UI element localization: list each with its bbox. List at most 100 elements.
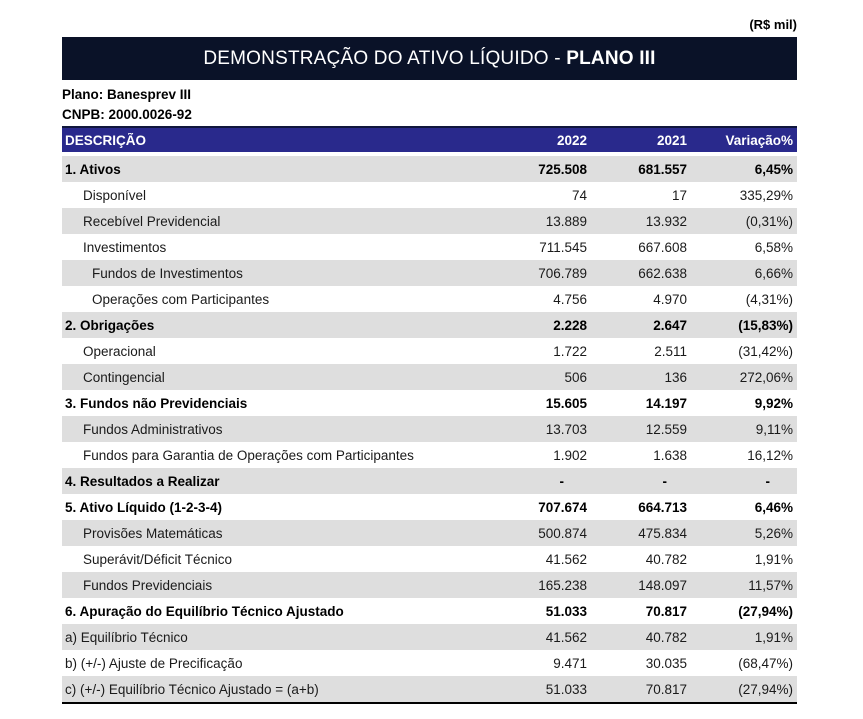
row-label: Provisões Matemáticas: [83, 525, 223, 541]
row-label: Fundos Previdenciais: [83, 577, 213, 593]
row-label: 1. Ativos: [65, 161, 121, 177]
cell-2022: 506: [564, 369, 587, 385]
table-row: 1. Ativos 725.508 681.557 6,45%: [62, 156, 797, 182]
row-label: 3. Fundos não Previdenciais: [65, 395, 248, 411]
cell-2021: 30.035: [645, 655, 687, 671]
table-row: Fundos para Garantia de Operações com Pa…: [62, 442, 797, 468]
cell-variation: (27,94%): [738, 681, 793, 697]
row-label: 5. Ativo Líquido (1-2-3-4): [65, 499, 223, 515]
table-row: b) (+/-) Ajuste de Precificação 9.471 30.0…: [62, 650, 797, 676]
cell-variation: 272,06%: [739, 369, 793, 385]
cell-2021: 13.932: [645, 213, 687, 229]
row-label: Fundos para Garantia de Operações com Pa…: [83, 447, 414, 463]
currency-unit-label: (R$ mil): [749, 17, 797, 32]
cell-2022: 500.874: [538, 525, 587, 541]
cell-2021: 17: [671, 187, 687, 203]
cell-variation: 6,45%: [754, 161, 793, 177]
cell-variation: 6,46%: [754, 499, 793, 515]
cell-variation: 1,91%: [754, 551, 793, 567]
row-label: Fundos de Investimentos: [92, 265, 243, 281]
row-label: Operacional: [83, 343, 156, 359]
cell-2021: 70.817: [645, 681, 687, 697]
cell-2022: 1.902: [553, 447, 587, 463]
table-row: Disponível 74 17 335,29%: [62, 182, 797, 208]
cell-2022: 165.238: [538, 577, 587, 593]
column-header-description: DESCRIÇÃO: [65, 132, 147, 148]
table-row: Provisões Matemáticas 500.874 475.834 5,26%: [62, 520, 797, 546]
cell-2021: 40.782: [645, 551, 687, 567]
report-title-prefix: DEMONSTRAÇÃO DO ATIVO LÍQUIDO -: [203, 47, 567, 69]
table-row: Contingencial 506 136 272,06%: [62, 364, 797, 390]
cell-variation: (0,31%): [745, 213, 793, 229]
row-label: Recebível Previdencial: [83, 213, 221, 229]
row-label: Operações com Participantes: [92, 291, 270, 307]
cell-2022: 706.789: [538, 265, 587, 281]
cell-2021: 662.638: [638, 265, 687, 281]
table-row: Fundos Administrativos 13.703 12.559 9,11%: [62, 416, 797, 442]
row-label: b) (+/-) Ajuste de Precificação: [65, 655, 243, 671]
table-row: Investimentos 711.545 667.608 6,58%: [62, 234, 797, 260]
cell-2021: 70.817: [645, 603, 687, 619]
cell-2021: 12.559: [645, 421, 687, 437]
table-column-header: DESCRIÇÃO 2022 2021 Variação%: [62, 126, 797, 152]
table-row: 3. Fundos não Previdenciais 15.605 14.197 9…: [62, 390, 797, 416]
table-row: 6. Apuração do Equilíbrio Técnico Ajusta…: [62, 598, 797, 624]
cell-2021: 1.638: [653, 447, 687, 463]
cell-2021: 664.713: [638, 499, 687, 515]
cell-2022: 41.562: [545, 551, 587, 567]
cell-variation: (31,42%): [738, 343, 793, 359]
row-label: Disponível: [83, 187, 147, 203]
cell-variation: 1,91%: [754, 629, 793, 645]
cell-2022: 2.228: [553, 317, 587, 333]
table-row: c) (+/-) Equilíbrio Técnico Ajustado = (…: [62, 676, 797, 704]
cell-2021: 14.197: [645, 395, 687, 411]
table-row: Superávit/Déficit Técnico 41.562 40.782 1,9…: [62, 546, 797, 572]
cell-variation: (27,94%): [738, 603, 793, 619]
cell-variation: 16,12%: [747, 447, 793, 463]
cell-2022: 711.545: [539, 239, 587, 255]
cell-2022: 1.722: [553, 343, 587, 359]
cell-2022: 9.471: [553, 655, 587, 671]
cell-2021: 667.608: [638, 239, 687, 255]
table-row: 5. Ativo Líquido (1-2-3-4) 707.674 664.713…: [62, 494, 797, 520]
cell-2022: 74: [571, 187, 587, 203]
report-title-plan: PLANO III: [566, 47, 656, 69]
cell-2022: 51.033: [545, 603, 587, 619]
table-row: 4. Resultados a Realizar - - -: [62, 468, 797, 494]
cell-2022: -: [559, 473, 565, 489]
cell-variation: 9,92%: [754, 395, 793, 411]
plan-info-block: Plano: Banesprev III CNPB: 2000.0026-92: [62, 85, 797, 125]
column-header-2021: 2021: [656, 132, 687, 148]
cell-2022: 51.033: [545, 681, 587, 697]
cell-2021: 475.834: [638, 525, 687, 541]
cell-variation: 6,66%: [754, 265, 793, 281]
cell-2022: 13.703: [545, 421, 587, 437]
cell-variation: 335,29%: [739, 187, 793, 203]
table-row: Fundos Previdenciais 165.238 148.097 11,57%: [62, 572, 797, 598]
cell-2021: 40.782: [645, 629, 687, 645]
cell-2021: 2.647: [653, 317, 687, 333]
row-label: Fundos Administrativos: [83, 421, 223, 437]
cell-variation: (4,31%): [745, 291, 793, 307]
row-label: Investimentos: [83, 239, 167, 255]
cell-2022: 4.756: [553, 291, 587, 307]
cell-variation: 9,11%: [755, 421, 793, 437]
table-row: Recebível Previdencial 13.889 13.932 (0,31%…: [62, 208, 797, 234]
cell-2021: 136: [664, 369, 687, 385]
cnpb-line: CNPB: 2000.0026-92: [62, 107, 192, 122]
cell-variation: (15,83%): [738, 317, 793, 333]
cell-2022: 13.889: [545, 213, 587, 229]
cell-variation: 6,58%: [754, 239, 793, 255]
cell-variation: (68,47%): [738, 655, 793, 671]
cell-2022: 707.674: [538, 499, 587, 515]
row-label: 4. Resultados a Realizar: [65, 473, 220, 489]
table-row: 2. Obrigações 2.228 2.647 (15,83%): [62, 312, 797, 338]
column-header-variation: Variação%: [725, 132, 793, 148]
cell-2021: 4.970: [653, 291, 687, 307]
cell-2021: -: [662, 473, 668, 489]
table-row: Fundos de Investimentos 706.789 662.638 6,6…: [62, 260, 797, 286]
cell-2022: 41.562: [545, 629, 587, 645]
row-label: 2. Obrigações: [65, 317, 155, 333]
row-label: c) (+/-) Equilíbrio Técnico Ajustado = (…: [65, 681, 319, 697]
row-label: Contingencial: [83, 369, 165, 385]
